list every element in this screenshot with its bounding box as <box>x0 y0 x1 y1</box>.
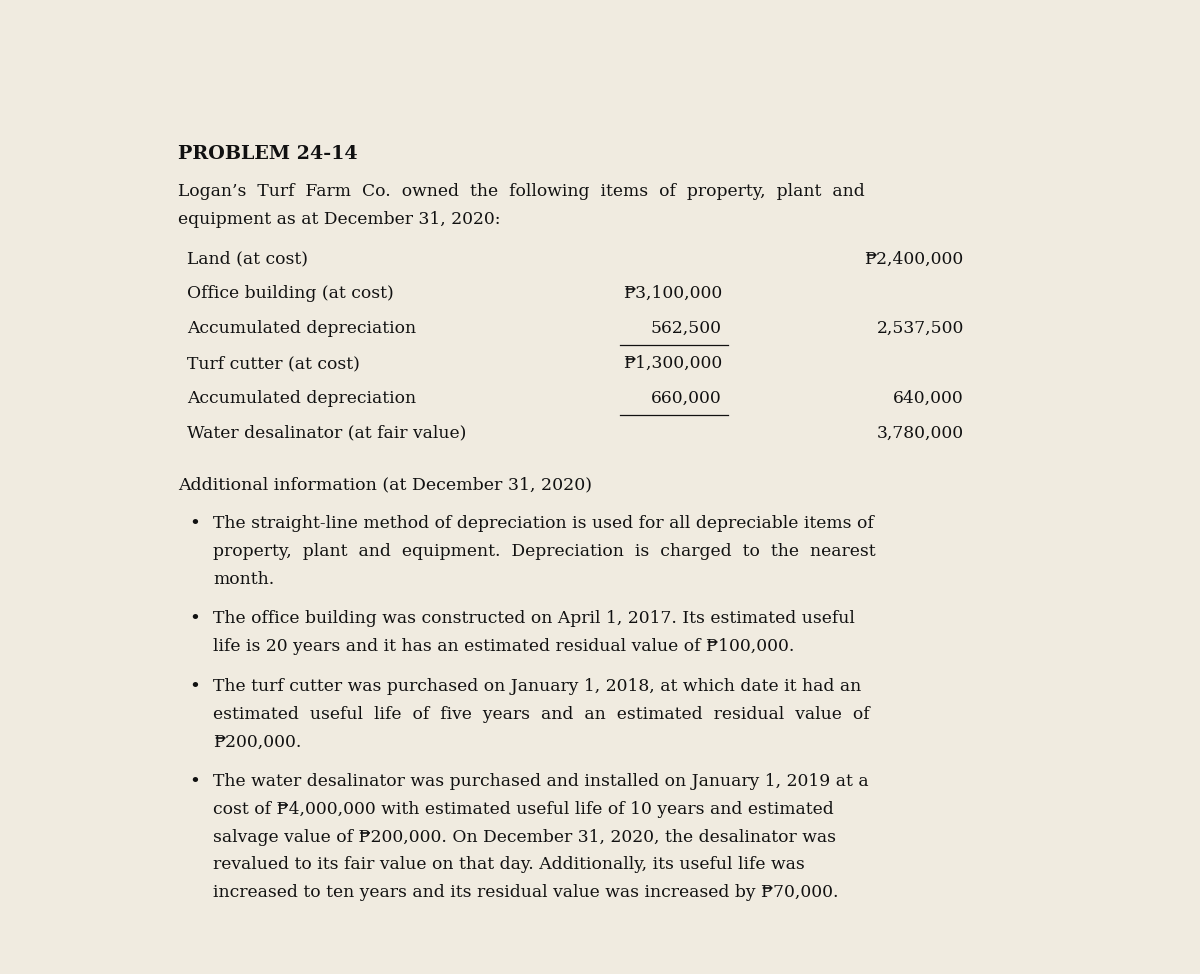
Text: •: • <box>190 515 200 533</box>
Text: The turf cutter was purchased on January 1, 2018, at which date it had an: The turf cutter was purchased on January… <box>214 678 862 694</box>
Text: estimated  useful  life  of  five  years  and  an  estimated  residual  value  o: estimated useful life of five years and … <box>214 705 870 723</box>
Text: Land (at cost): Land (at cost) <box>187 250 308 268</box>
Text: 3,780,000: 3,780,000 <box>877 425 964 442</box>
Text: •: • <box>190 611 200 628</box>
Text: Accumulated depreciation: Accumulated depreciation <box>187 320 416 337</box>
Text: life is 20 years and it has an estimated residual value of ₱100,000.: life is 20 years and it has an estimated… <box>214 638 794 656</box>
Text: Additional information (at December 31, 2020): Additional information (at December 31, … <box>178 476 592 493</box>
Text: •: • <box>190 678 200 695</box>
Text: 660,000: 660,000 <box>652 390 722 407</box>
Text: Accumulated depreciation: Accumulated depreciation <box>187 390 416 407</box>
Text: The straight-line method of depreciation is used for all depreciable items of: The straight-line method of depreciation… <box>214 515 874 532</box>
Text: Turf cutter (at cost): Turf cutter (at cost) <box>187 355 360 372</box>
Text: 640,000: 640,000 <box>893 390 964 407</box>
Text: property,  plant  and  equipment.  Depreciation  is  charged  to  the  nearest: property, plant and equipment. Depreciat… <box>214 543 876 560</box>
Text: ₱200,000.: ₱200,000. <box>214 733 301 750</box>
Text: increased to ten years and its residual value was increased by ₱70,000.: increased to ten years and its residual … <box>214 884 839 901</box>
Text: PROBLEM 24-14: PROBLEM 24-14 <box>178 145 358 164</box>
Text: Logan’s  Turf  Farm  Co.  owned  the  following  items  of  property,  plant  an: Logan’s Turf Farm Co. owned the followin… <box>178 183 865 200</box>
Text: •: • <box>190 773 200 791</box>
Text: ₱3,100,000: ₱3,100,000 <box>623 285 722 302</box>
Text: 562,500: 562,500 <box>650 320 722 337</box>
Text: 2,537,500: 2,537,500 <box>876 320 964 337</box>
Text: cost of ₱4,000,000 with estimated useful life of 10 years and estimated: cost of ₱4,000,000 with estimated useful… <box>214 801 834 818</box>
Text: equipment as at December 31, 2020:: equipment as at December 31, 2020: <box>178 211 500 228</box>
Text: salvage value of ₱200,000. On December 31, 2020, the desalinator was: salvage value of ₱200,000. On December 3… <box>214 829 836 845</box>
Text: The office building was constructed on April 1, 2017. Its estimated useful: The office building was constructed on A… <box>214 611 856 627</box>
Text: ₱1,300,000: ₱1,300,000 <box>623 355 722 372</box>
Text: revalued to its fair value on that day. Additionally, its useful life was: revalued to its fair value on that day. … <box>214 856 805 874</box>
Text: Water desalinator (at fair value): Water desalinator (at fair value) <box>187 425 467 442</box>
Text: Office building (at cost): Office building (at cost) <box>187 285 394 302</box>
Text: The water desalinator was purchased and installed on January 1, 2019 at a: The water desalinator was purchased and … <box>214 773 869 790</box>
Text: month.: month. <box>214 571 275 587</box>
Text: ₱2,400,000: ₱2,400,000 <box>864 250 964 268</box>
